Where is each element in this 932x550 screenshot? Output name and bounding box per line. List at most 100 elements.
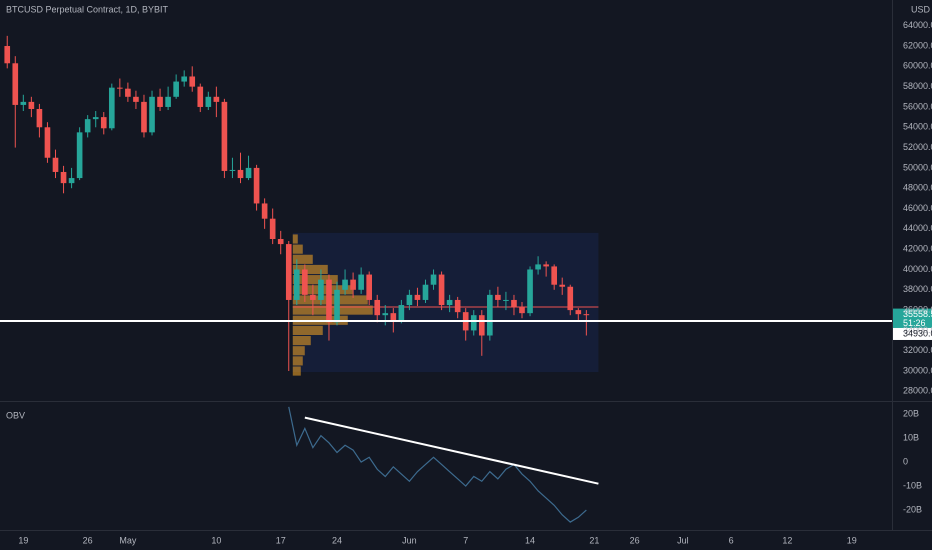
y-tick-label: 34000.0 xyxy=(903,325,932,335)
y-tick-label: 48000.0 xyxy=(903,183,932,193)
y-tick-label: 44000.0 xyxy=(903,223,932,233)
candle-body xyxy=(511,299,517,308)
candle-body xyxy=(229,169,236,171)
volume-profile-bar xyxy=(292,346,305,356)
x-tick-label: Jul xyxy=(677,535,689,545)
y-tick-label: 42000.0 xyxy=(903,244,932,254)
volume-profile-bar xyxy=(292,254,313,264)
candle-body xyxy=(519,307,525,314)
candle-body xyxy=(583,314,590,316)
x-tick-label: May xyxy=(119,535,137,545)
x-tick-label: 17 xyxy=(276,535,286,545)
candle-body xyxy=(261,203,268,219)
candle-body xyxy=(527,269,533,314)
x-tick-label: 14 xyxy=(525,535,535,545)
volume-profile-bar xyxy=(292,325,323,336)
x-tick-label: 24 xyxy=(332,535,342,545)
candle-body xyxy=(382,313,389,316)
candle-body xyxy=(326,279,332,323)
candle-body xyxy=(269,218,276,240)
volume-profile-bar xyxy=(292,244,303,254)
candle-body xyxy=(108,87,115,129)
y-tick-label: 38000.0 xyxy=(903,284,932,294)
candle-body xyxy=(213,96,220,102)
volume-profile-bar xyxy=(292,264,328,275)
trend-line xyxy=(304,416,599,485)
candle-body xyxy=(133,96,139,102)
candle-body xyxy=(575,310,582,315)
y-tick-label: -10B xyxy=(903,480,922,490)
y-tick-label: -20B xyxy=(903,504,922,514)
candle-body xyxy=(559,284,566,287)
y-tick-label: 0 xyxy=(903,456,908,466)
candle-body xyxy=(60,171,67,184)
candle-body xyxy=(76,132,83,179)
candle-body xyxy=(181,76,188,82)
candle-body xyxy=(318,279,324,300)
candle-body xyxy=(165,96,171,107)
candle-body xyxy=(221,101,228,171)
marker-badge xyxy=(893,327,932,340)
y-tick-label: 60000.0 xyxy=(903,61,932,71)
x-tick-label: 10 xyxy=(211,535,221,545)
candle-body xyxy=(173,81,179,97)
candle-body xyxy=(197,86,204,107)
last-price-badge xyxy=(893,308,932,329)
candle-body xyxy=(245,167,252,179)
candle-body xyxy=(334,289,340,323)
candle-body xyxy=(4,46,11,64)
candle-body xyxy=(430,274,437,285)
obv-line xyxy=(288,406,587,523)
candle-body xyxy=(68,178,75,184)
candle-body xyxy=(358,274,364,290)
candle-body xyxy=(366,274,373,300)
candle-body xyxy=(20,101,27,105)
candle-body xyxy=(36,108,43,128)
candle-body xyxy=(92,117,99,120)
labels: 19 26 May 10 17 24 Jun 7 14 21 26 Jul 6 12 19 28000.0 30… xyxy=(18,20,932,545)
candle-body xyxy=(141,101,147,133)
volume-profile-bar xyxy=(292,234,298,244)
x-tick-label: 7 xyxy=(463,535,468,545)
y-tick-label: 52000.0 xyxy=(903,142,932,152)
candle-body xyxy=(84,119,91,133)
candle-body xyxy=(285,244,292,300)
chart-title: BTCUSD Perpetual Contract, 1D, BYBIT xyxy=(6,4,169,14)
y-tick-label: 54000.0 xyxy=(903,122,932,132)
candle-body xyxy=(310,294,316,300)
candle-body xyxy=(438,274,445,306)
candle-body xyxy=(374,299,381,316)
candle-body xyxy=(293,269,300,300)
candle-body xyxy=(414,294,421,300)
x-tick-label: 26 xyxy=(630,535,640,545)
candle-body xyxy=(28,101,35,109)
x-tick-label: 12 xyxy=(782,535,792,545)
candle-body xyxy=(495,294,501,300)
candle-body xyxy=(487,294,493,336)
candle-body xyxy=(205,96,212,107)
x-tick-label: 19 xyxy=(18,535,28,545)
candle-body xyxy=(342,279,348,290)
volume-profile-bar xyxy=(292,275,338,285)
candle-body xyxy=(503,299,509,301)
candle-body xyxy=(100,117,107,129)
y-tick-label: 28000.0 xyxy=(903,386,932,396)
candle-body xyxy=(551,266,557,285)
y-tick-label: 10B xyxy=(903,432,919,442)
y-tick-label: 50000.0 xyxy=(903,162,932,172)
x-tick-label: 19 xyxy=(847,535,857,545)
y-tick-label: 20B xyxy=(903,408,919,418)
candle-body xyxy=(157,96,163,107)
x-tick-label: 26 xyxy=(83,535,93,545)
y-tick-label: 40000.0 xyxy=(903,264,932,274)
candle-body xyxy=(350,279,356,290)
candle-body xyxy=(12,63,19,105)
y-tick-label: 32000.0 xyxy=(903,345,932,355)
candle-body xyxy=(478,315,485,336)
candle-body xyxy=(446,299,453,306)
y-tick-label: 46000.0 xyxy=(903,203,932,213)
candle-body xyxy=(52,157,59,172)
volume-profile-bar xyxy=(292,336,311,346)
